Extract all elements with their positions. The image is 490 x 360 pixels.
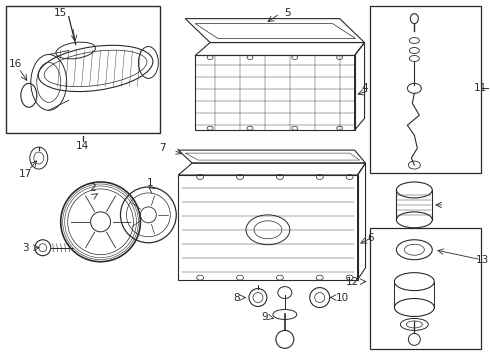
Bar — [6, 6, 160, 133]
Text: 14: 14 — [76, 141, 89, 151]
Text: 13: 13 — [476, 255, 489, 265]
Text: 11: 11 — [474, 84, 487, 93]
Text: 10: 10 — [336, 293, 349, 302]
Text: 16: 16 — [9, 59, 23, 69]
Text: 6: 6 — [368, 233, 374, 243]
Bar — [369, 6, 481, 173]
Text: 7: 7 — [159, 143, 165, 153]
Text: 8: 8 — [233, 293, 240, 302]
Text: 17: 17 — [19, 169, 32, 179]
Text: 4: 4 — [362, 84, 368, 93]
Text: 1: 1 — [147, 178, 154, 188]
Text: 5: 5 — [285, 8, 291, 18]
Bar — [369, 228, 481, 349]
Text: 12: 12 — [346, 276, 360, 287]
Text: 15: 15 — [54, 8, 67, 18]
Text: 9: 9 — [261, 312, 268, 323]
Text: 2: 2 — [89, 183, 96, 193]
Text: 3: 3 — [22, 243, 29, 253]
